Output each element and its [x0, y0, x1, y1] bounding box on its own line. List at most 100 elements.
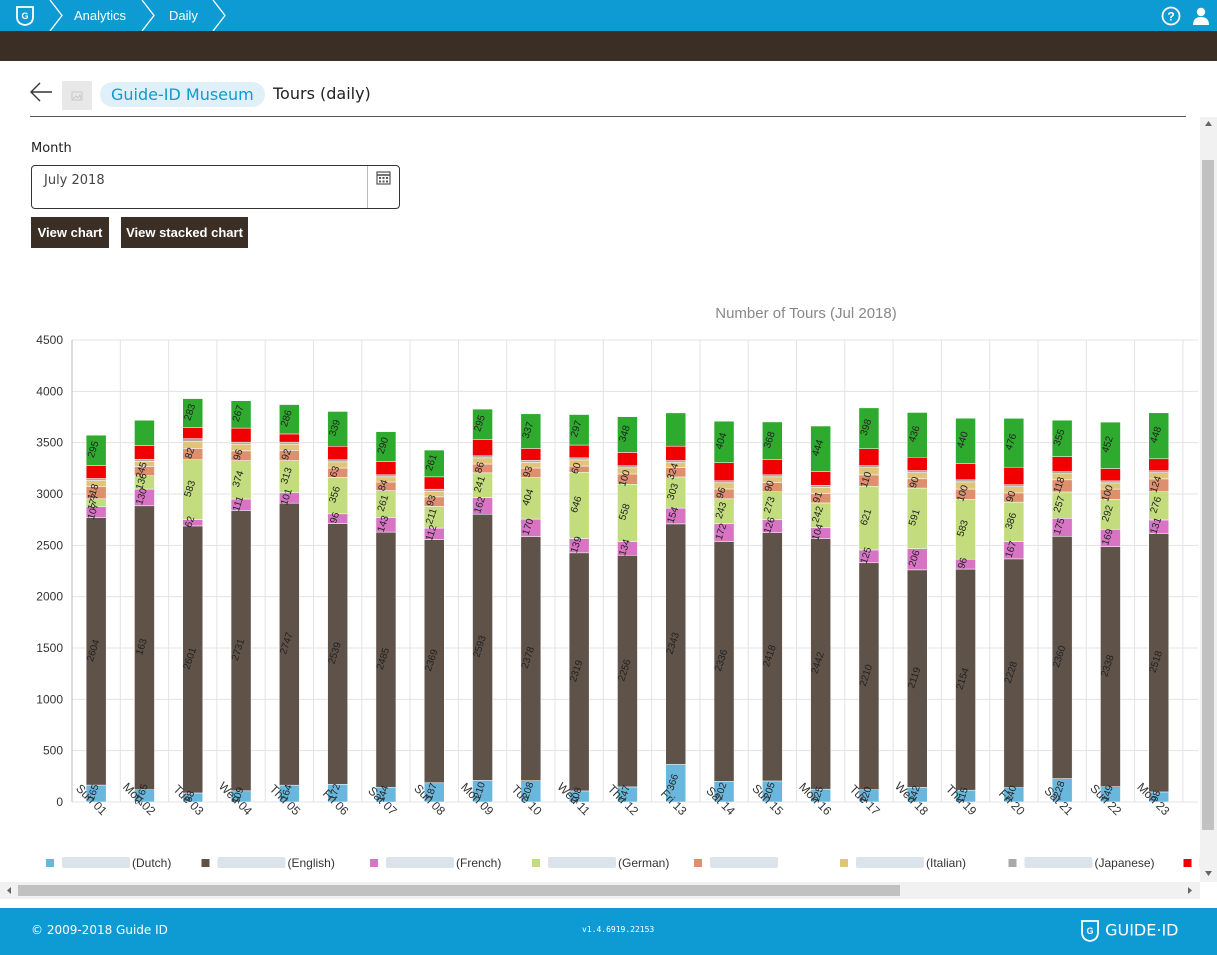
bar-value-label: 149 — [1100, 784, 1116, 804]
bar-value-label: 165 — [86, 783, 102, 803]
view-stacked-chart-button[interactable]: View stacked chart — [121, 217, 248, 248]
chart-bars: 1652604107177118295276516313013624588260… — [85, 398, 1169, 807]
user-icon[interactable] — [1191, 6, 1211, 26]
bar-segment — [810, 425, 831, 472]
bar-segment — [1100, 421, 1121, 469]
bar-segment — [230, 400, 252, 429]
bar-segment — [907, 470, 928, 473]
scroll-arrows-icon[interactable] — [1200, 117, 1217, 882]
tours-stacked-bar-chart: Number of Tours (Jul 2018) 1652604107177… — [36, 305, 1200, 870]
guide-id-logo-icon[interactable]: G — [14, 5, 36, 26]
bar-segment — [1100, 480, 1121, 484]
bar-value-label: 112 — [424, 523, 440, 542]
bar-value-label: 348 — [617, 424, 633, 444]
bar-segment — [665, 412, 686, 447]
bar-value-label: 177 — [86, 492, 102, 512]
bar-value-label: 440 — [955, 430, 971, 450]
bar-value-label: 104 — [810, 522, 826, 542]
bar-value-label: 118 — [1052, 475, 1068, 494]
bar-value-label: 120 — [859, 785, 875, 805]
bar-segment — [810, 485, 831, 488]
svg-text:?: ? — [1167, 10, 1174, 24]
bar-value-label: 621 — [859, 507, 875, 527]
bar-value-label: 93 — [522, 465, 536, 479]
bar-value-label: 205 — [762, 781, 778, 801]
bar-value-label: 368 — [762, 430, 778, 450]
legend-swatch — [201, 859, 210, 867]
legend-label: (Italian) — [926, 856, 966, 870]
bar-segment — [279, 433, 300, 443]
y-tick-label: 4500 — [36, 333, 63, 347]
top-navigation-bar: G Analytics Daily ? — [0, 0, 1217, 31]
month-input[interactable]: July 2018 — [31, 165, 400, 209]
bar-value-label: 84 — [377, 478, 391, 492]
breadcrumb-daily[interactable]: Daily — [169, 8, 198, 23]
bar-segment — [1003, 418, 1025, 468]
y-tick-label: 1500 — [36, 641, 63, 655]
scroll-arrows-icon[interactable] — [0, 882, 1200, 899]
bar-value-label: 583 — [183, 479, 199, 499]
bar-value-label: 257 — [1052, 494, 1068, 514]
legend-swatch — [532, 859, 540, 867]
calendar-button[interactable] — [367, 166, 399, 208]
bar-value-label: 62 — [183, 515, 197, 529]
bar-value-label: 143 — [376, 514, 392, 534]
legend-swatch — [46, 859, 54, 867]
bar-value-label: 134 — [617, 538, 633, 558]
vertical-scrollbar-thumb[interactable] — [1202, 160, 1214, 830]
legend-label: (Japanese) — [1095, 856, 1155, 870]
bar-segment — [85, 465, 107, 479]
museum-name-badge[interactable]: Guide-ID Museum — [100, 82, 265, 107]
month-label: Month — [31, 141, 72, 156]
bar-value-label: 169 — [1100, 527, 1116, 547]
bar-value-label: 267 — [231, 404, 247, 424]
breadcrumb-analytics[interactable]: Analytics — [74, 8, 127, 23]
bar-segment — [1051, 471, 1073, 474]
bar-value-label: 356 — [327, 485, 343, 505]
bar-segment — [617, 452, 638, 467]
y-axis-labels: 0 500 1000 1500 2000 2500 3000 3500 4000 4500 — [36, 333, 63, 809]
bar-value-label: 96 — [715, 486, 729, 500]
bar-segment — [1148, 458, 1169, 471]
legend-blurred-label — [217, 857, 286, 868]
bar-segment — [424, 488, 445, 492]
bar-value-label: 140 — [1004, 784, 1020, 804]
y-tick-label: 2500 — [36, 538, 63, 552]
footer-brand-logo: G GUIDE·ID — [1080, 919, 1178, 945]
bar-segment — [1100, 468, 1121, 482]
bar-segment — [1003, 466, 1025, 485]
bar-segment — [134, 420, 155, 446]
bar-segment — [327, 459, 348, 463]
y-tick-label: 0 — [56, 795, 63, 809]
bar-value-label: 101 — [279, 487, 295, 507]
bar-value-label: 88 — [183, 789, 197, 803]
bar-value-label: 476 — [1004, 432, 1020, 452]
bar-segment — [858, 465, 880, 468]
bar-segment — [375, 461, 397, 476]
version-text: v1.4.6919.22153 — [582, 925, 655, 934]
bar-segment — [665, 460, 686, 463]
bar-value-label: 136 — [134, 472, 150, 492]
bar-segment — [520, 413, 542, 449]
bar-segment — [472, 408, 493, 440]
bar-value-label: 313 — [279, 466, 295, 486]
bar-segment — [375, 474, 397, 478]
bar-value-label: 130 — [134, 487, 150, 507]
bar-value-label: 60 — [570, 461, 584, 475]
help-icon[interactable]: ? — [1161, 6, 1181, 26]
bar-segment — [520, 448, 542, 461]
y-tick-label: 2000 — [36, 590, 63, 604]
bar-value-label: 303 — [666, 482, 682, 502]
view-chart-button[interactable]: View chart — [31, 217, 109, 248]
bar-segment — [617, 465, 638, 469]
bar-value-label: 558 — [617, 502, 633, 522]
legend-blurred-label — [386, 857, 454, 868]
bar-value-label: 144 — [376, 784, 392, 804]
horizontal-scrollbar-thumb[interactable] — [18, 885, 900, 896]
month-input-value[interactable]: July 2018 — [44, 173, 105, 188]
back-arrow-icon[interactable] — [29, 82, 53, 102]
bar-segment — [279, 441, 300, 445]
bar-value-label: 63 — [328, 464, 342, 478]
calendar-icon[interactable] — [368, 166, 400, 208]
bar-segment — [762, 474, 783, 478]
